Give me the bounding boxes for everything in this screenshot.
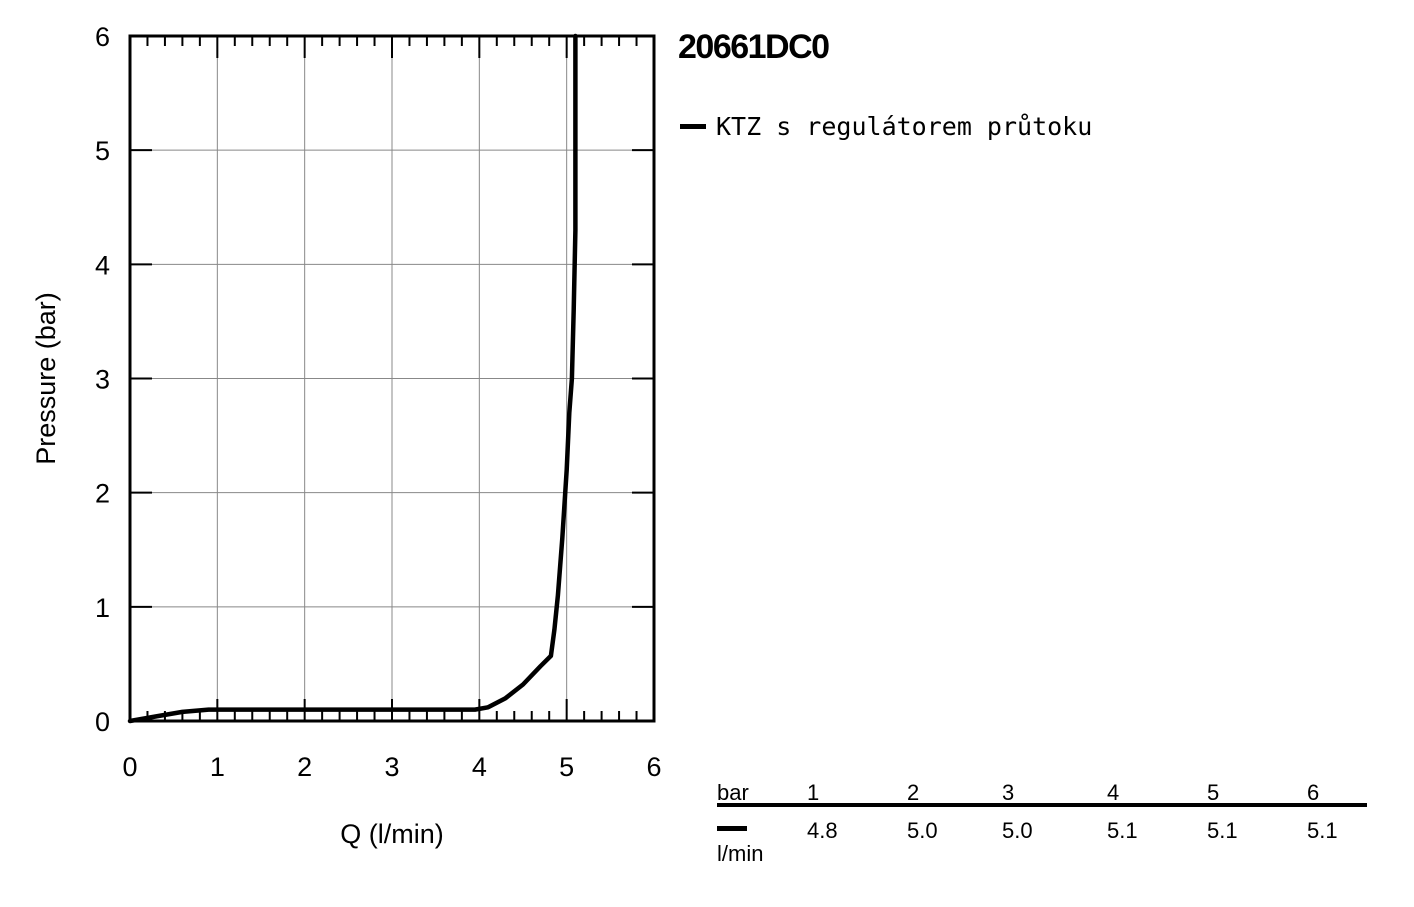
table-flow-4: 5.1 (1107, 818, 1138, 843)
x-tick-label: 1 (210, 752, 225, 782)
table-flow-unit: l/min (717, 841, 764, 866)
legend-swatch (680, 124, 706, 129)
legend-label: KTZ s regulátorem průtoku (716, 112, 1093, 141)
x-tick-labels: 0 1 2 3 4 5 6 (122, 752, 661, 782)
x-tick-label: 6 (646, 752, 661, 782)
table-flow-3: 5.0 (1002, 818, 1033, 843)
chart-grid (130, 36, 654, 721)
x-tick-label: 4 (472, 752, 487, 782)
y-tick-labels: 0 1 2 3 4 5 6 (95, 22, 110, 737)
table-flow-2: 5.0 (907, 818, 938, 843)
y-tick-label: 1 (95, 593, 110, 623)
y-tick-label: 0 (95, 707, 110, 737)
table-pressure-2: 2 (907, 780, 920, 805)
plot-frame (128, 34, 656, 723)
legend: KTZ s regulátorem průtoku (680, 112, 1092, 141)
major-ticks (130, 36, 654, 721)
table-pressure-4: 4 (1107, 780, 1120, 805)
table-pressure-1: 1 (807, 780, 820, 805)
table-header-unit: bar (717, 780, 749, 805)
table-rule (717, 803, 1367, 807)
y-tick-label: 4 (95, 250, 110, 280)
series-line (127, 33, 578, 724)
x-tick-label: 2 (297, 752, 312, 782)
table-series-swatch (717, 826, 747, 831)
y-tick-label: 2 (95, 479, 110, 509)
table-pressure-6: 6 (1307, 780, 1320, 805)
flow-table: bar 1 2 3 4 5 6 4.8 5.0 5.0 5.1 5.1 5.1 … (717, 778, 1367, 878)
table-pressure-5: 5 (1207, 780, 1220, 805)
table-flow-1: 4.8 (807, 818, 838, 843)
x-axis-title: Q (l/min) (340, 819, 444, 849)
y-tick-label: 6 (95, 22, 110, 52)
y-axis-title: Pressure (bar) (31, 292, 61, 465)
y-tick-label: 3 (95, 365, 110, 395)
table-flow-5: 5.1 (1207, 818, 1238, 843)
x-tick-label: 0 (122, 752, 137, 782)
x-tick-label: 5 (559, 752, 574, 782)
table-flow-6: 5.1 (1307, 818, 1338, 843)
table-pressure-3: 3 (1002, 780, 1015, 805)
product-title: 20661DC0 (678, 28, 830, 66)
y-tick-label: 5 (95, 136, 110, 166)
x-tick-label: 3 (384, 752, 399, 782)
